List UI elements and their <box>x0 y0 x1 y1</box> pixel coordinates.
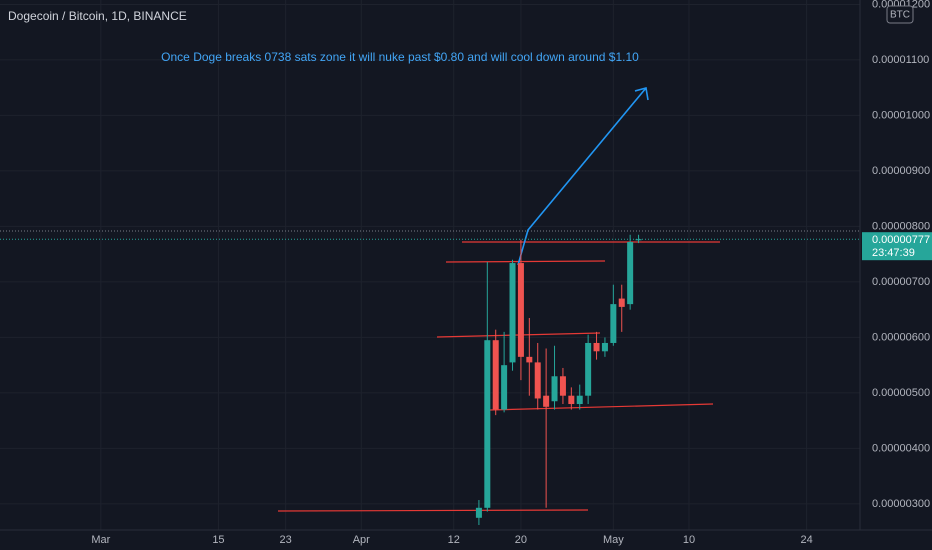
axes: 0.00000300 0.00000400 0.00000500 0.00000600… <box>91 0 932 546</box>
candle-body <box>492 340 499 410</box>
annotation: Once Doge breaks 0738 sats zone it will … <box>161 50 639 64</box>
candle-body <box>585 342 592 396</box>
arrow-head <box>634 86 649 101</box>
y-tick-label: 0.00000900 <box>872 165 930 177</box>
grid <box>0 0 860 530</box>
y-tick-label: 0.00000600 <box>872 331 930 343</box>
candle-body <box>509 263 516 363</box>
x-tick-label: May <box>603 534 624 546</box>
y-tick-label: 0.00001200 <box>872 0 930 10</box>
x-tick-label: Mar <box>91 534 110 546</box>
x-tick-label: 23 <box>280 534 292 546</box>
candle-body <box>635 239 642 241</box>
candle-body <box>601 342 608 352</box>
trend-line <box>489 403 714 411</box>
y-tick-label: 0.00000700 <box>872 276 930 288</box>
x-tick-label: 24 <box>800 534 812 546</box>
x-tick-label: Apr <box>353 534 370 546</box>
y-tick-label: 0.00000300 <box>872 498 930 510</box>
y-tick-label: 0.00000400 <box>872 442 930 454</box>
x-tick-label: 15 <box>212 534 224 546</box>
candle-body <box>526 356 533 363</box>
candle-body <box>484 340 491 508</box>
candle-body <box>559 376 566 396</box>
y-tick-label: 0.00000500 <box>872 387 930 399</box>
y-tick-label: 0.00001100 <box>872 54 929 66</box>
candle-body <box>576 395 583 405</box>
y-tick-label: 0.00001000 <box>872 109 930 121</box>
x-tick-label: 12 <box>448 534 460 546</box>
candle-body <box>517 263 524 357</box>
currency-label[interactable]: BTC <box>890 10 910 21</box>
candle-body <box>475 507 482 518</box>
candle-body <box>593 342 600 352</box>
y-tick-label: 0.00000800 <box>872 220 930 232</box>
candle-body <box>618 298 625 307</box>
candle-body <box>627 241 634 305</box>
x-tick-label: 20 <box>515 534 527 546</box>
chart-title: Dogecoin / Bitcoin, 1D, BINANCE <box>8 9 187 23</box>
candle-body <box>543 395 550 407</box>
currency-badge[interactable] <box>886 5 914 24</box>
last-price-box <box>862 232 932 261</box>
candle-body <box>610 304 617 343</box>
trend-line <box>445 260 606 263</box>
candle-body <box>551 376 558 402</box>
candle-body <box>534 362 541 399</box>
x-tick-label: 10 <box>683 534 695 546</box>
candle-body <box>501 365 508 410</box>
last-price-label: 0.00000777 <box>872 234 930 246</box>
candles <box>0 234 860 526</box>
candle-body <box>568 395 575 405</box>
trend-line <box>277 509 589 512</box>
countdown: 23:47:39 <box>872 247 915 259</box>
